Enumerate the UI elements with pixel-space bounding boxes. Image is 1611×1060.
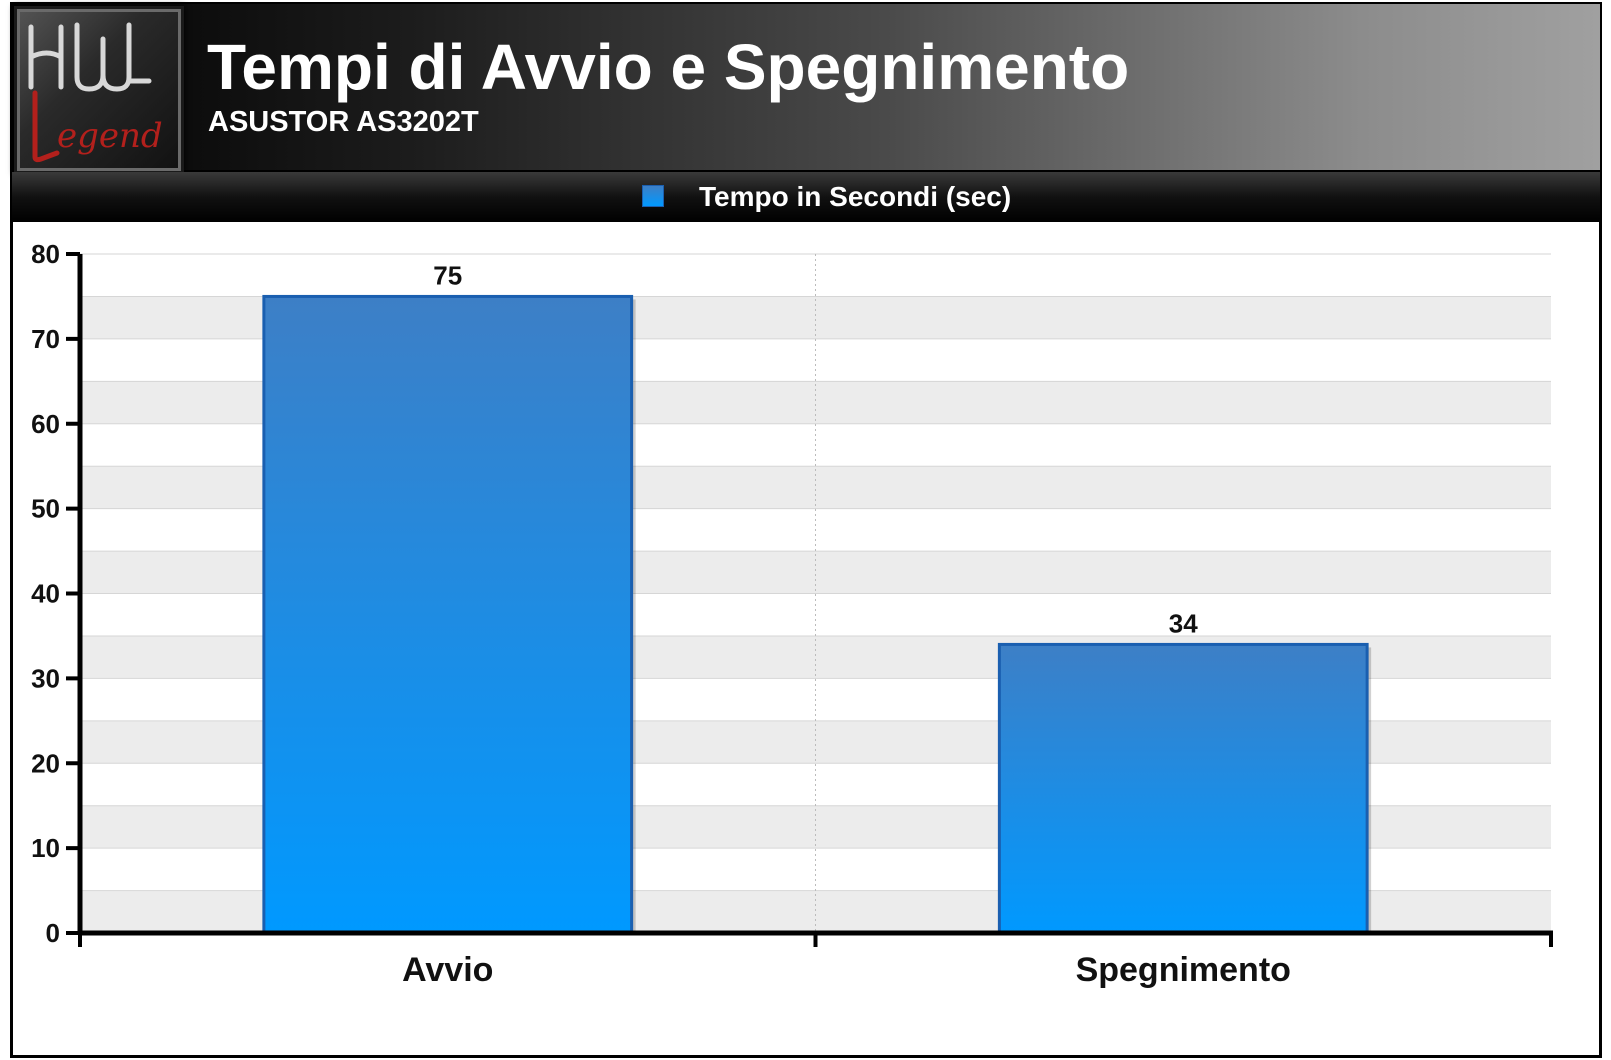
- chart-header: [10, 2, 1602, 172]
- y-tick-label: 40: [31, 579, 60, 609]
- legend: Tempo in Secondi (sec): [10, 172, 1602, 222]
- legend-label: Tempo in Secondi (sec): [699, 181, 1012, 212]
- hwlegend-logo: egend: [14, 6, 184, 174]
- legend-swatch: [642, 185, 664, 207]
- y-tick-label: 50: [31, 494, 60, 524]
- bar-avvio: [262, 294, 634, 935]
- y-tick-label: 60: [31, 409, 60, 439]
- bar-chart: 75 Avvio 34 Spegnimento 0 10 20 30 40 50 60 70 80: [31, 239, 1553, 989]
- y-tick-label: 0: [46, 918, 60, 948]
- y-tick-label: 20: [31, 748, 60, 778]
- y-tick-label: 30: [31, 663, 60, 693]
- bar-spegnimento: [997, 642, 1369, 935]
- chart-frame: 75 Avvio 34 Spegnimento 0 10 20 30 40 50 60 70 80: [10, 222, 1602, 1058]
- y-tick-label: 70: [31, 324, 60, 354]
- y-tick-label: 80: [31, 239, 60, 269]
- data-label: 75: [433, 260, 462, 290]
- chart-title: Tempi di Avvio e Spegnimento: [207, 31, 1130, 103]
- x-tick-label: Avvio: [402, 951, 493, 989]
- chart-subtitle: ASUSTOR AS3202T: [208, 106, 479, 138]
- y-tick-label: 10: [31, 833, 60, 863]
- x-tick-label: Spegnimento: [1076, 951, 1291, 989]
- data-label: 34: [1169, 608, 1198, 638]
- svg-text:egend: egend: [57, 116, 163, 156]
